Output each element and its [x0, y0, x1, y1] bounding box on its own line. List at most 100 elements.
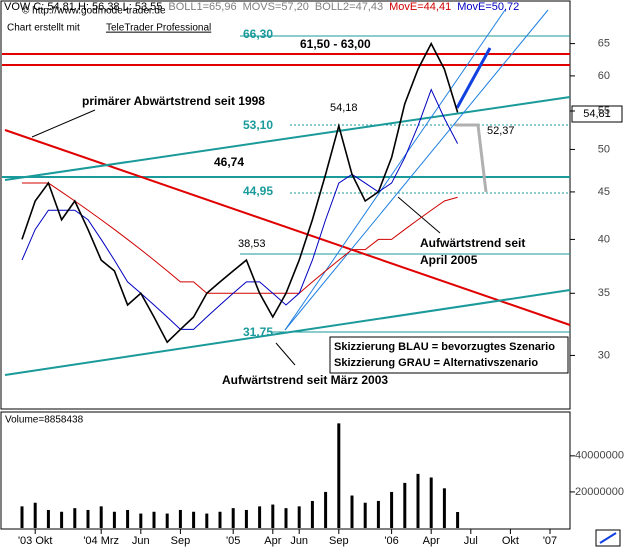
volume-bar [112, 511, 116, 528]
trend-line [4, 289, 571, 376]
header-item: BOLL1=65,96 [168, 1, 236, 13]
volume-bar [429, 477, 433, 528]
y-tick-label: 65 [598, 38, 610, 50]
header-item: VOW C: 54,81 H: 56,38 L: 53,55 [4, 1, 162, 13]
volume-bar [271, 504, 275, 528]
x-tick-label: Apr [423, 535, 440, 547]
y-tick-label: 55 [598, 105, 610, 117]
x-tick-label: Jun [132, 535, 150, 547]
annotation: Chart erstellt mit [7, 23, 80, 34]
volume-bar [139, 513, 143, 528]
volume-bar [258, 506, 262, 528]
x-tick-label: '06 [384, 535, 398, 547]
volume-bar [192, 511, 196, 528]
volume-bar [33, 502, 37, 528]
price-tag-box [571, 105, 623, 123]
y-tick-label: 30 [598, 349, 610, 361]
annotation: © http://www.godmode-trader.de [22, 6, 166, 17]
volume-bar [244, 509, 248, 528]
x-tick-label: Apr [264, 535, 281, 547]
volume-bar [126, 509, 130, 528]
volume-bar [20, 506, 24, 528]
annotation: 61,50 - 63,00 [300, 37, 371, 51]
volume-bar [324, 491, 328, 528]
volume-bar [337, 423, 341, 528]
annotation: Skizzierung GRAU = Alternativszenario [334, 357, 538, 369]
volume-bar [46, 509, 50, 528]
annotation: 52,37 [487, 125, 515, 137]
annotation: 31,75 [243, 325, 273, 339]
volume-bar [86, 509, 90, 528]
volume-bar [60, 511, 64, 528]
y-tick-label: 35 [598, 287, 610, 299]
volume-bar [165, 513, 169, 528]
volume-bar [73, 508, 77, 528]
volume-bar [456, 512, 460, 528]
x-tick-label: Sep [171, 535, 191, 547]
annotation: 53,10 [243, 118, 273, 132]
volume-bar [376, 500, 380, 528]
annotation: Aufwärtstrend seit März 2003 [222, 373, 388, 387]
icon-arrow [599, 532, 617, 544]
volume-bar [205, 513, 209, 528]
header-item: MovE=50,72 [457, 1, 519, 13]
x-tick-label: '03 Okt [18, 535, 53, 547]
pointer [31, 109, 96, 138]
x-tick-label: Sep [329, 535, 349, 547]
annotation: Skizzierung BLAU = bevorzugtes Szenario [334, 341, 555, 353]
series-line [22, 182, 458, 294]
x-tick-label: Jul [464, 535, 478, 547]
trend-line [4, 96, 571, 181]
volume-bar [231, 508, 235, 528]
volume-bar [218, 511, 222, 528]
annotation: 46,74 [214, 155, 244, 169]
volume-bar [363, 502, 367, 528]
header: VOW C: 54,81 H: 56,38 L: 53,55 BOLL1=65,9… [4, 1, 519, 13]
annotation: 44,95 [243, 184, 273, 198]
volume-bar [310, 500, 314, 528]
y-tick-label: 60 [598, 70, 610, 82]
y-tick-label: 45 [598, 186, 610, 198]
price-tag: 54,81 [583, 108, 611, 120]
x-tick-label: Jun [290, 535, 308, 547]
trend-line [284, 9, 549, 331]
scenario-arrow [455, 47, 492, 109]
legend-box [329, 336, 569, 374]
header-item: BOLL2=47,43 [315, 1, 383, 13]
y-tick-label: 40000000 [575, 450, 624, 462]
trend-line [284, 9, 506, 331]
pointer [275, 342, 296, 366]
volume-bar [403, 482, 407, 528]
annotation: 38,53 [238, 238, 266, 250]
volume-bar [284, 508, 288, 528]
volume-bar [390, 491, 394, 528]
volume-title: Volume=8858438 [5, 415, 84, 426]
volume-bar [297, 506, 301, 528]
annotation: 54,18 [330, 102, 358, 114]
y-tick-label: 40 [598, 233, 610, 245]
y-tick-label: 50 [598, 143, 610, 155]
volume-bar [416, 473, 420, 528]
annotation: April 2005 [420, 253, 478, 267]
volume-bar [442, 488, 446, 528]
alt-scenario [455, 123, 488, 193]
header-item: MovE=44,41 [389, 1, 451, 13]
x-tick-label: '05 [226, 535, 240, 547]
annotation: 66,30 [243, 27, 273, 41]
annotation: primärer Abwärtstrend seit 1998 [82, 94, 265, 108]
pointer [397, 196, 441, 234]
series-line [21, 41, 459, 344]
volume-bar [152, 511, 156, 528]
annotation: TeleTrader Professional [106, 23, 211, 34]
x-tick-label: Okt [502, 535, 519, 547]
x-tick-label: '04 Mrz [83, 535, 119, 547]
volume-bar [99, 506, 103, 528]
y-tick-label: 20000000 [575, 486, 624, 498]
volume-bar [350, 495, 354, 528]
x-tick-label: '07 [543, 535, 557, 547]
series-line [21, 88, 459, 330]
volume-bar [178, 509, 182, 528]
header-item: MOVS=57,20 [243, 1, 309, 13]
annotation: Aufwärtstrend seit [420, 236, 525, 250]
